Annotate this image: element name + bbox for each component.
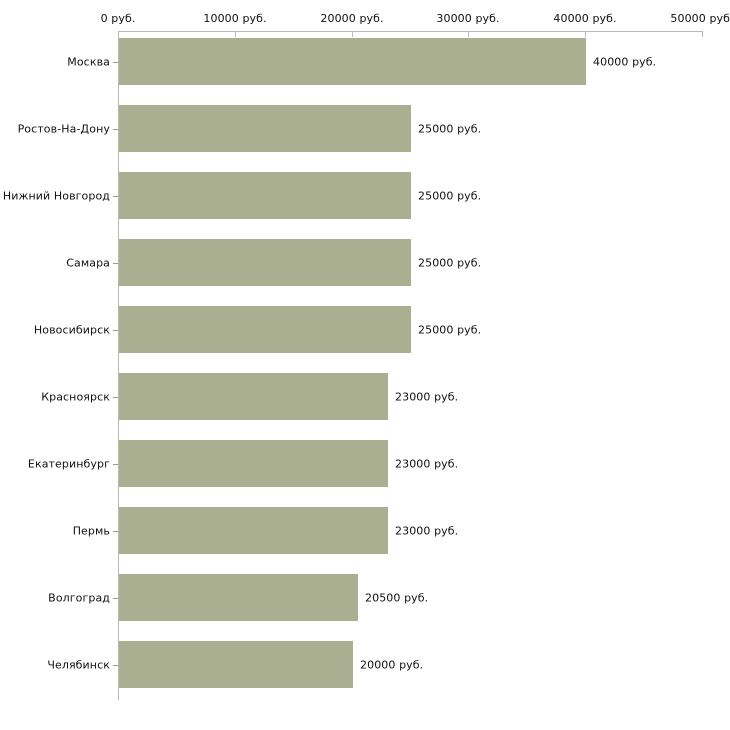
x-axis-tick (468, 31, 469, 37)
bar-value-label: 23000 руб. (395, 390, 459, 404)
bar[interactable] (119, 507, 388, 554)
y-axis-tick (113, 665, 118, 666)
y-axis-tick (113, 196, 118, 197)
y-axis-tick (113, 531, 118, 532)
x-axis-tick-label: 0 руб. (100, 12, 136, 25)
y-axis-tick (113, 464, 118, 465)
y-axis-tick (113, 263, 118, 264)
bar[interactable] (119, 38, 586, 85)
y-axis-tick (113, 397, 118, 398)
x-axis-tick-label: 10000 руб. (203, 12, 267, 25)
bar[interactable] (119, 306, 411, 353)
x-axis-tick-label: 30000 руб. (436, 12, 500, 25)
x-axis-tick-label: 40000 руб. (553, 12, 617, 25)
category-label: Красноярск (41, 390, 110, 404)
y-axis-line (118, 31, 119, 700)
bar-value-label: 25000 руб. (418, 122, 482, 136)
bar[interactable] (119, 172, 411, 219)
y-axis-tick (113, 330, 118, 331)
bar-value-label: 20000 руб. (360, 658, 424, 672)
bar[interactable] (119, 574, 358, 621)
bar-value-label: 23000 руб. (395, 524, 459, 538)
bar-value-label: 23000 руб. (395, 457, 459, 471)
bar[interactable] (119, 373, 388, 420)
y-axis-tick (113, 129, 118, 130)
category-label: Пермь (72, 524, 110, 538)
x-axis-tick-label: 20000 руб. (320, 12, 384, 25)
y-axis-tick (113, 598, 118, 599)
bar-value-label: 25000 руб. (418, 189, 482, 203)
x-axis-tick-label: 50000 руб. (670, 12, 730, 25)
bar-value-label: 40000 руб. (593, 55, 657, 69)
bar[interactable] (119, 105, 411, 152)
x-axis-tick (702, 31, 703, 37)
bar-value-label: 25000 руб. (418, 323, 482, 337)
x-axis-tick (352, 31, 353, 37)
category-label: Волгоград (48, 591, 110, 605)
category-label: Екатеринбург (27, 457, 110, 471)
category-label: Новосибирск (33, 323, 110, 337)
bar-value-label: 25000 руб. (418, 256, 482, 270)
category-label: Ростов-На-Дону (17, 122, 110, 136)
category-label: Челябинск (47, 658, 110, 672)
y-axis-tick (113, 62, 118, 63)
bar[interactable] (119, 239, 411, 286)
x-axis-tick (585, 31, 586, 37)
category-label: Самара (66, 256, 110, 270)
bar[interactable] (119, 641, 353, 688)
x-axis-tick (235, 31, 236, 37)
bar[interactable] (119, 440, 388, 487)
x-axis-line (118, 31, 702, 32)
category-label: Нижний Новгород (2, 189, 110, 203)
category-label: Москва (67, 55, 110, 69)
bar-value-label: 20500 руб. (365, 591, 429, 605)
